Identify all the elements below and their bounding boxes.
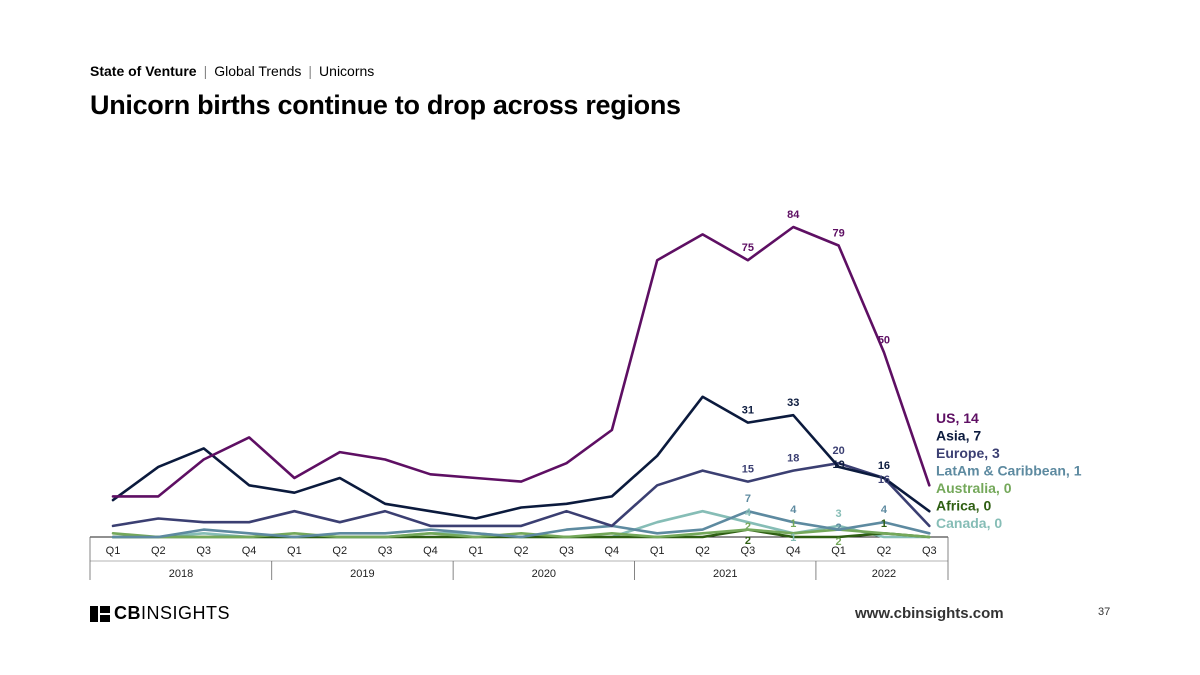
year-label: 2020 [532,568,556,580]
legend-canada: Canada, 0 [936,515,1002,531]
data-label-canada: 1 [790,532,796,544]
data-label-europe: 15 [742,464,754,476]
x-tick-label: Q3 [378,545,393,557]
x-tick-label: Q1 [106,545,121,557]
breadcrumb-separator: | [308,63,313,79]
breadcrumb-subtopic: Unicorns [319,63,375,79]
x-tick-label: Q3 [741,545,756,557]
x-tick-label: Q1 [650,545,665,557]
data-label-asia: 33 [787,397,799,409]
data-label-europe: 16 [878,474,890,486]
legend-latam-caribbean: LatAm & Caribbean, 1 [936,463,1082,479]
data-label-canada: 3 [836,508,842,520]
data-label-africa: 2 [745,535,751,547]
x-tick-label: Q2 [332,545,347,557]
x-tick-label: Q4 [605,545,620,557]
data-label-australia: 2 [836,536,842,548]
page-number: 37 [1098,606,1111,618]
x-tick-label: Q4 [423,545,438,557]
data-label-australia: 2 [745,521,751,533]
x-tick-label: Q2 [514,545,529,557]
data-label-latam-caribbean: 2 [836,522,842,534]
cb-logo-icon [90,605,110,622]
legend-europe: Europe, 3 [936,445,1000,461]
data-label-us: 50 [878,334,890,346]
legend-australia: Australia, 0 [936,480,1012,496]
series-line-asia [111,395,931,520]
data-label-asia: 19 [832,459,844,471]
data-label-us: 75 [742,242,754,254]
data-label-us: 79 [832,227,844,239]
year-label: 2018 [169,568,193,580]
x-tick-label: Q1 [468,545,483,557]
data-label-australia: 1 [790,518,796,530]
legend-africa: Africa, 0 [936,498,991,514]
legend-asia: Asia, 7 [936,428,981,444]
logo-text-light: INSIGHTS [141,603,231,623]
data-label-canada: 4 [745,507,752,519]
x-tick-label: Q3 [559,545,574,557]
breadcrumb-section: State of Venture [90,63,197,79]
year-label: 2022 [872,568,896,580]
data-label-latam-caribbean: 4 [790,504,797,516]
x-tick-label: Q2 [695,545,710,557]
series-line-europe [111,461,931,528]
logo-text-strong: CB [114,603,141,623]
x-tick-label: Q4 [242,545,257,557]
year-label: 2021 [713,568,737,580]
series-line-australia [111,528,931,539]
year-label: 2019 [350,568,374,580]
cb-insights-logo: CBINSIGHTS [90,603,230,624]
page-title: Unicorn births continue to drop across r… [90,90,681,120]
footer-url[interactable]: www.cbinsights.com [855,605,1004,622]
legend-us: US, 14 [936,410,979,426]
x-tick-label: Q1 [287,545,302,557]
data-label-latam-caribbean: 4 [881,504,888,516]
data-label-europe: 18 [787,453,799,465]
x-tick-label: Q2 [877,545,892,557]
data-label-latam-caribbean: 7 [745,493,751,505]
breadcrumb-topic: Global Trends [214,63,302,79]
x-tick-label: Q3 [922,545,937,557]
data-label-africa: 1 [881,518,887,530]
x-tick-label: Q2 [151,545,166,557]
breadcrumb: State of Venture | Global Trends | Unicorns [90,63,374,79]
x-tick-label: Q4 [786,545,801,557]
series-line-latam-caribbean [111,509,931,539]
data-label-europe: 20 [832,445,844,457]
data-label-us: 84 [787,209,800,221]
series-line-us [111,225,931,498]
data-label-asia: 31 [742,405,754,417]
x-tick-label: Q3 [196,545,211,557]
x-tick-label: Q1 [831,545,846,557]
data-label-asia: 16 [878,460,890,472]
breadcrumb-separator: | [203,63,208,79]
